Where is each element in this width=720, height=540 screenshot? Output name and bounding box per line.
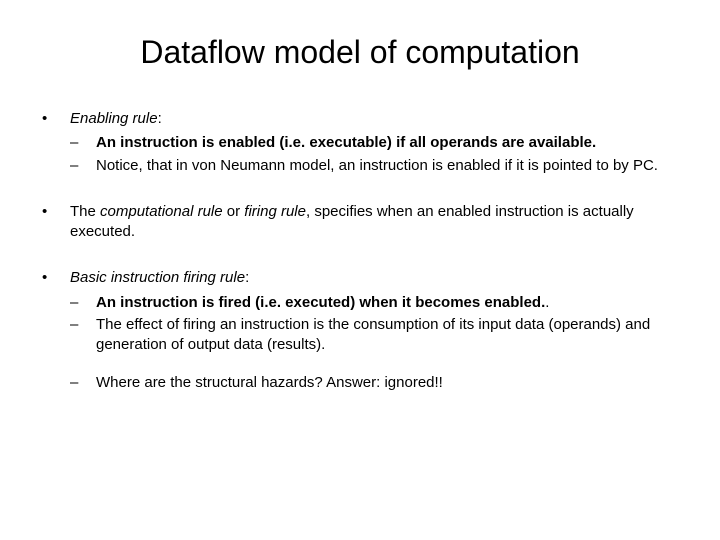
bullet-text: The effect of firing an instruction is t… — [96, 315, 680, 356]
bullet-text: An instruction is fired (i.e. executed) … — [96, 293, 680, 313]
bullet-text: Basic instruction firing rule: — [70, 268, 680, 288]
plain-text: The — [70, 203, 100, 220]
bullet-text: The computational rule or firing rule, s… — [70, 202, 680, 243]
bullet-level1: • Basic instruction firing rule: — [40, 268, 680, 288]
bullet-text: Enabling rule: — [70, 109, 680, 129]
italic-text: computational rule — [100, 203, 223, 220]
bullet-marker: • — [40, 202, 70, 243]
bold-text: An instruction is fired (i.e. executed) … — [96, 294, 545, 311]
bullet-group: • Enabling rule: – An instruction is ena… — [40, 109, 680, 176]
bullet-marker: – — [70, 293, 96, 313]
slide: Dataflow model of computation • Enabling… — [0, 0, 720, 540]
bullet-level2: – An instruction is enabled (i.e. execut… — [70, 133, 680, 153]
bullet-group: • Basic instruction firing rule: – An in… — [40, 268, 680, 355]
italic-text: Enabling rule — [70, 110, 158, 127]
bullet-marker: • — [40, 268, 70, 288]
slide-body: • Enabling rule: – An instruction is ena… — [40, 109, 680, 394]
bullet-marker: – — [70, 156, 96, 176]
bullet-level1: • The computational rule or firing rule,… — [40, 202, 680, 243]
bullet-marker: – — [70, 133, 96, 153]
bullet-level2: – Where are the structural hazards? Answ… — [70, 373, 680, 393]
bullet-text: Notice, that in von Neumann model, an in… — [96, 156, 680, 176]
bullet-level2: – An instruction is fired (i.e. executed… — [70, 293, 680, 313]
bullet-group: • The computational rule or firing rule,… — [40, 202, 680, 243]
italic-text: firing rule — [244, 203, 306, 220]
plain-text: : — [158, 110, 162, 127]
bullet-text: An instruction is enabled (i.e. executab… — [96, 133, 680, 153]
bullet-marker: • — [40, 109, 70, 129]
plain-text: : — [245, 269, 249, 286]
bullet-level2: – Notice, that in von Neumann model, an … — [70, 156, 680, 176]
plain-text: or — [223, 203, 245, 220]
plain-text: . — [545, 294, 549, 311]
bullet-marker: – — [70, 315, 96, 356]
bullet-text: Where are the structural hazards? Answer… — [96, 373, 680, 393]
italic-text: Basic instruction firing rule — [70, 269, 245, 286]
bullet-level1: • Enabling rule: — [40, 109, 680, 129]
bullet-level2: – The effect of firing an instruction is… — [70, 315, 680, 356]
bullet-marker: – — [70, 373, 96, 393]
slide-title: Dataflow model of computation — [40, 34, 680, 71]
